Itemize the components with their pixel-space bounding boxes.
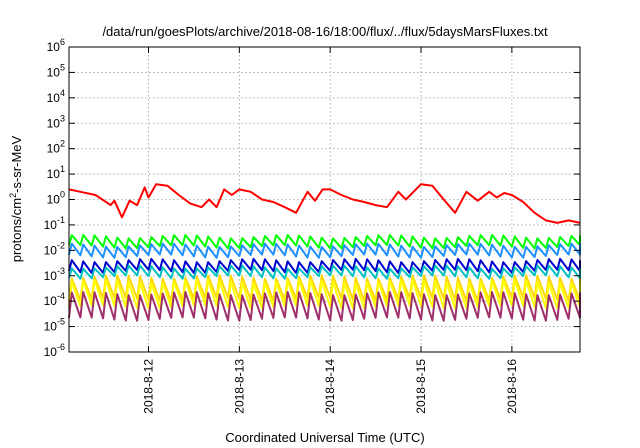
y-tick-label: 106: [47, 37, 65, 54]
y-tick-label: 103: [47, 113, 65, 130]
y-axis-ticks: 10-610-510-410-310-210-11001011021031041…: [44, 37, 580, 359]
y-tick-base: 10: [44, 294, 58, 308]
y-tick-exponent: 2: [60, 139, 65, 149]
y-tick-label: 100: [47, 190, 65, 207]
x-axis-ticks: 2018-8-12 2018-8-13 2018-8-14 2018-8-15 2018…: [141, 47, 519, 414]
y-tick-exponent: -4: [57, 291, 65, 301]
y-tick-exponent: 3: [60, 113, 65, 123]
x-tick-label: 2018-8-12: [141, 359, 155, 414]
x-tick-label: 2018-8-13: [232, 359, 246, 414]
series-line: [68, 257, 581, 274]
y-tick-label: 10-3: [44, 266, 65, 283]
series-line: [68, 234, 581, 250]
y-tick-base: 10: [44, 345, 58, 359]
y-tick-exponent: 1: [60, 164, 65, 174]
y-tick-exponent: -1: [57, 215, 65, 225]
series-line: [68, 291, 581, 322]
y-tick-exponent: -5: [57, 317, 65, 327]
x-tick-label: 2018-8-16: [505, 359, 519, 414]
y-tick-base: 10: [44, 218, 58, 232]
y-tick-label: 10-6: [44, 342, 65, 359]
y-tick-base: 10: [44, 320, 58, 334]
grid: [69, 47, 580, 352]
y-tick-label: 10-1: [44, 215, 65, 232]
y-axis-label: protons/cm2-s-sr-MeV: [8, 135, 24, 262]
x-axis-label: Coordinated Universal Time (UTC): [225, 430, 424, 445]
x-tick-label: 2018-8-15: [414, 359, 428, 414]
y-tick-base: 10: [47, 116, 61, 130]
series-line: [68, 264, 581, 280]
y-tick-exponent: 6: [60, 37, 65, 47]
y-tick-label: 10-2: [44, 240, 65, 257]
y-tick-base: 10: [44, 269, 58, 283]
y-tick-base: 10: [47, 65, 61, 79]
y-tick-exponent: 4: [60, 88, 65, 98]
y-tick-label: 10-4: [44, 291, 65, 308]
y-tick-exponent: -3: [57, 266, 65, 276]
y-tick-base: 10: [47, 167, 61, 181]
y-tick-label: 105: [47, 62, 65, 79]
series-line: [68, 242, 581, 259]
y-tick-label: 10-5: [44, 317, 65, 334]
y-tick-label: 101: [47, 164, 65, 181]
y-tick-label: 104: [47, 88, 65, 105]
y-axis-label-pre: protons/cm: [9, 198, 24, 262]
y-tick-exponent: -2: [57, 240, 65, 250]
y-tick-base: 10: [47, 142, 61, 156]
chart-title: /data/run/goesPlots/archive/2018-08-16/1…: [102, 24, 548, 39]
series-line: [68, 274, 581, 302]
y-axis-label-sup: 2: [8, 193, 18, 198]
y-tick-base: 10: [47, 40, 61, 54]
series-layer: [68, 183, 581, 322]
y-tick-label: 102: [47, 139, 65, 156]
y-tick-exponent: 0: [60, 190, 65, 200]
y-tick-base: 10: [47, 91, 61, 105]
x-tick-label: 2018-8-14: [323, 359, 337, 414]
y-tick-exponent: 5: [60, 62, 65, 72]
series-line: [68, 278, 581, 310]
y-tick-exponent: -6: [57, 342, 65, 352]
y-tick-base: 10: [47, 193, 61, 207]
y-axis-label-post: -s-sr-MeV: [9, 135, 24, 192]
y-tick-base: 10: [44, 243, 58, 257]
series-line: [68, 183, 581, 224]
